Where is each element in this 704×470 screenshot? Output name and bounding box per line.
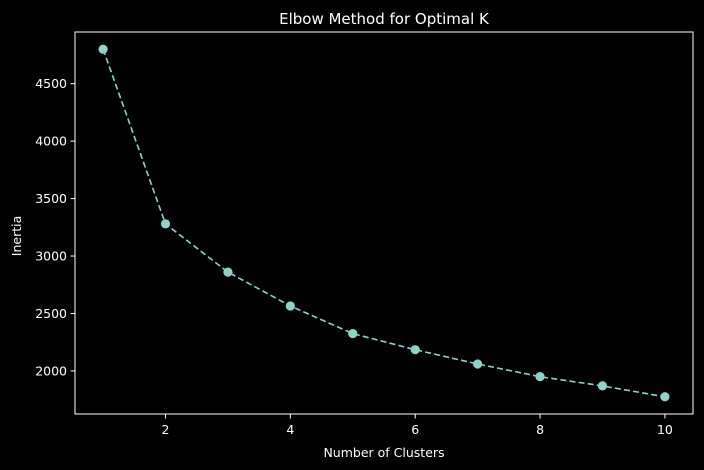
y-tick-label: 4000 [35, 134, 67, 149]
data-point [597, 381, 608, 391]
data-point [660, 392, 670, 402]
chart-title: Elbow Method for Optimal K [279, 10, 490, 28]
x-tick-label: 10 [657, 422, 673, 437]
x-tick-label: 6 [411, 422, 419, 437]
y-tick-label: 3500 [35, 191, 67, 206]
data-point [98, 44, 108, 54]
y-tick-label: 2500 [35, 306, 67, 321]
y-tick-label: 4500 [35, 76, 67, 91]
data-point [285, 301, 295, 311]
plot-area: 2 4 6 8 10 2000 2500 3000 3500 4000 4500 [35, 31, 694, 437]
data-point [223, 267, 233, 277]
x-tick-label: 8 [536, 422, 544, 437]
data-point [473, 359, 483, 369]
data-point [410, 345, 420, 355]
x-axis-label: Number of Clusters [323, 445, 444, 460]
x-tick-label: 4 [286, 422, 294, 437]
y-tick-label: 3000 [35, 249, 67, 264]
data-point [160, 219, 171, 229]
y-tick-label: 2000 [35, 363, 67, 378]
y-axis-label: Inertia [9, 216, 24, 256]
data-point [348, 328, 358, 339]
x-tick-label: 2 [162, 422, 170, 437]
data-point [535, 372, 545, 382]
axes-frame [74, 31, 694, 415]
series-line [102, 48, 666, 398]
